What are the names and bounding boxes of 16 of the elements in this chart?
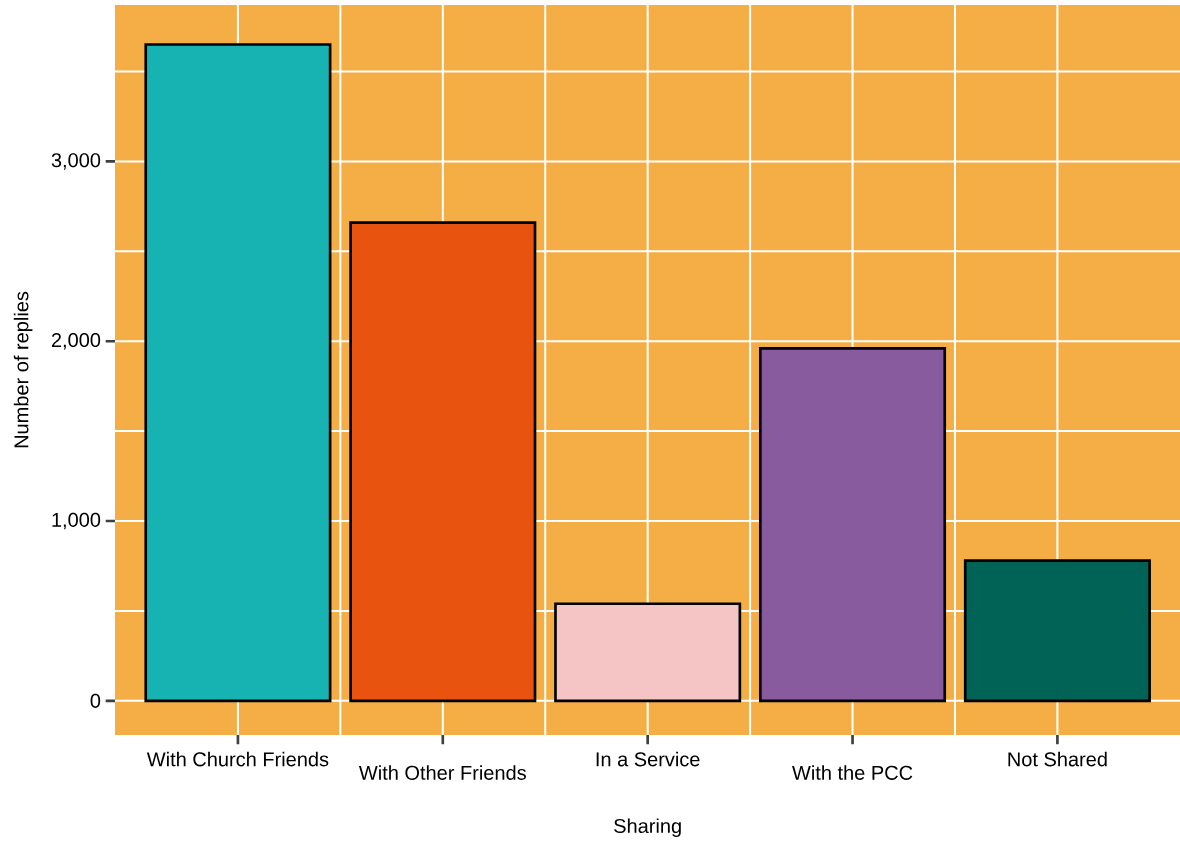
y-axis-title: Number of replies	[13, 291, 33, 448]
x-tick-label: In a Service	[596, 751, 700, 767]
x-tick-label: With Church Friends	[146, 751, 329, 767]
y-tick-label: 1,000	[52, 512, 101, 530]
x-tick-label: With Other Friends	[358, 765, 526, 780]
x-axis-title: Sharing	[614, 818, 681, 838]
y-tick-label: 3,000	[51, 153, 101, 170]
x-tick-label: With the PCC	[792, 765, 913, 780]
bar	[554, 602, 742, 703]
bar	[144, 43, 332, 703]
bar	[759, 347, 947, 703]
y-tick-label: 2,000	[51, 332, 101, 350]
bar	[349, 221, 537, 703]
x-tick-label: Not Shared	[1008, 751, 1107, 767]
bar	[963, 559, 1151, 703]
y-tick-label: 0	[90, 693, 101, 708]
